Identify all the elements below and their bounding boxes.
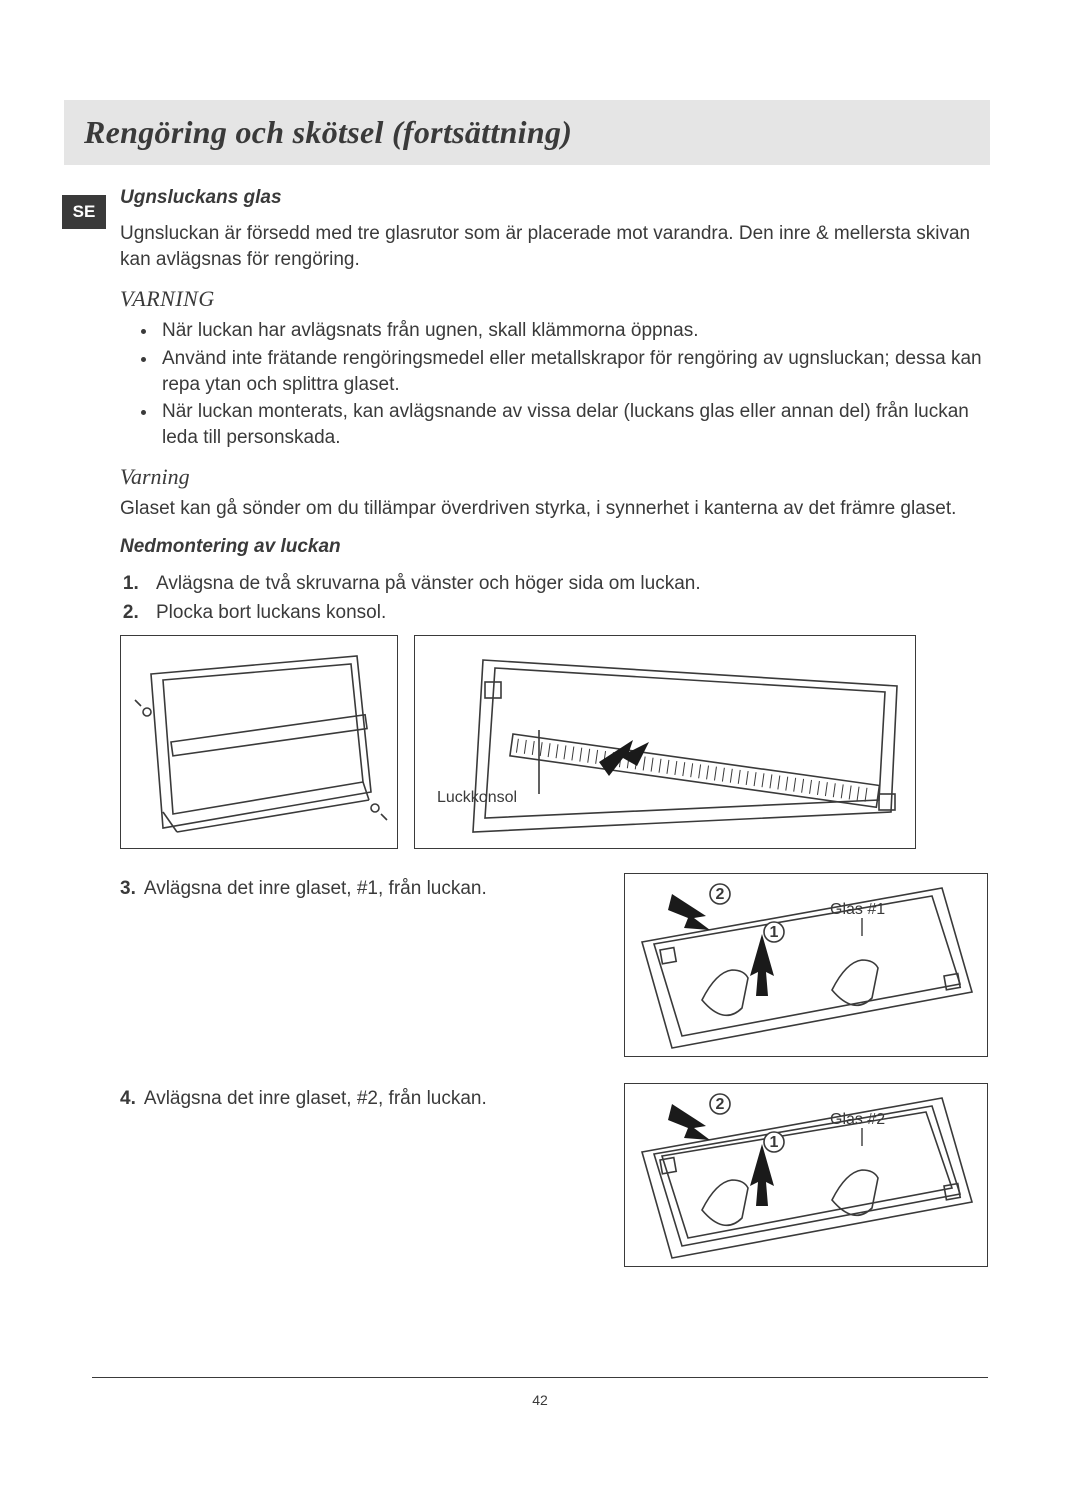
section-intro: Ugnsluckan är försedd med tre glasrutor … [120, 221, 988, 272]
step-row-4: 4.Avlägsna det inre glaset, #2, från luc… [120, 1083, 988, 1267]
step-list: Avlägsna de två skruvarna på vänster och… [120, 570, 988, 627]
step-item: Plocka bort luckans konsol. [144, 599, 988, 628]
step-4-body: Avlägsna det inre glaset, #2, från lucka… [144, 1088, 487, 1109]
glass1-label: Glas #1 [830, 901, 885, 918]
step-3-body: Avlägsna det inre glaset, #1, från lucka… [144, 878, 487, 899]
step-item: Avlägsna de två skruvarna på vänster och… [144, 570, 988, 599]
caution-text: Glaset kan gå sönder om du tillämpar öve… [120, 496, 988, 522]
page-number: 42 [92, 1392, 988, 1408]
figure-bracket-removal: Luckkonsol [414, 635, 916, 849]
warning-bullet: När luckan har avlägsnats från ugnen, sk… [158, 318, 988, 344]
step-row-3: 3.Avlägsna det inre glaset, #1, från luc… [120, 873, 988, 1057]
figure-screw-removal [120, 635, 398, 849]
figure-row-1: Luckkonsol [120, 635, 988, 849]
warning-bullet: Använd inte frätande rengöringsmedel ell… [158, 346, 988, 397]
warning-bullet: När luckan monterats, kan avlägsnande av… [158, 399, 988, 450]
section-heading-dismantle: Nedmontering av luckan [120, 536, 988, 558]
warning-bullets: När luckan har avlägsnats från ugnen, sk… [120, 318, 988, 450]
warning-label: VARNING [120, 286, 988, 312]
figure-glass-2: 1 2 Glas #2 [624, 1083, 988, 1267]
page-title: Rengöring och skötsel (fortsättning) [84, 114, 970, 151]
step-4-text: 4.Avlägsna det inre glaset, #2, från luc… [120, 1083, 487, 1114]
circle-1b: 1 [770, 1134, 779, 1151]
section-heading-glass: Ugnsluckans glas [120, 187, 988, 209]
step-3-text: 3.Avlägsna det inre glaset, #1, från luc… [120, 873, 487, 904]
circle-2: 2 [716, 886, 725, 903]
language-tab: SE [62, 195, 106, 229]
caution-label: Varning [120, 464, 988, 490]
glass2-label: Glas #2 [830, 1111, 885, 1128]
circle-1: 1 [770, 924, 779, 941]
bracket-label: Luckkonsol [437, 789, 517, 806]
circle-2b: 2 [716, 1096, 725, 1113]
title-banner: Rengöring och skötsel (fortsättning) [64, 100, 990, 165]
footer-rule [92, 1377, 988, 1378]
figure-glass-1: 1 2 Glas #1 [624, 873, 988, 1057]
